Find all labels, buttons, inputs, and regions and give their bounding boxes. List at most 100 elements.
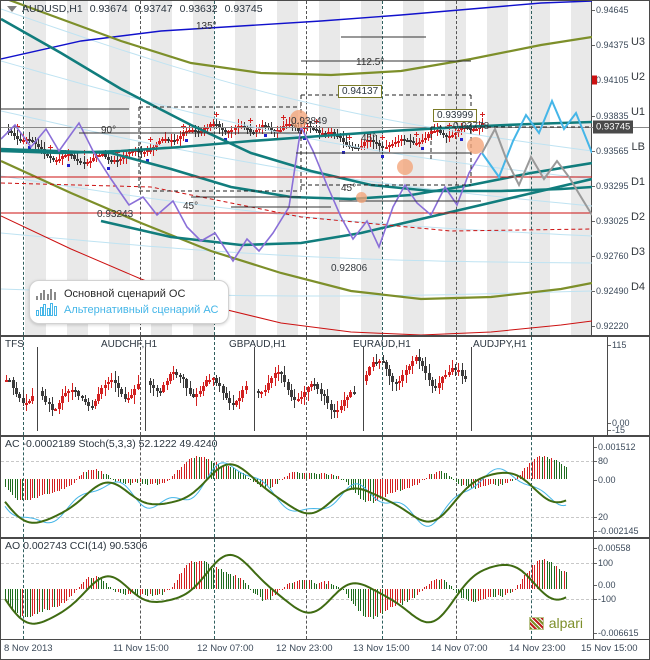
histogram-bar: [49, 589, 51, 610]
ac-stoch-label: AC -0.0002189 Stoch(5,3,3) 52.1222 49.42…: [5, 438, 218, 450]
histogram-bar: [514, 478, 516, 480]
histogram-bar: [495, 589, 496, 598]
histogram-bar: [279, 589, 281, 591]
tfs-candle-body: [336, 409, 340, 412]
tfs-plot[interactable]: TFS AUDCHF,H1 GBPAUD,H1 EURAUD,H1 AUDJPY,H1: [1, 337, 649, 435]
histogram-bar: [286, 583, 288, 589]
histogram-bar: [166, 479, 168, 481]
histogram-bar: [326, 583, 327, 589]
histogram-bar: [19, 479, 21, 500]
histogram-bar: [357, 479, 359, 496]
histogram-bar: [548, 458, 550, 479]
tfs-candle-wick: [150, 377, 151, 393]
candle-wick: [77, 151, 79, 166]
ao-cci-label-row: AO 0.002743 CCI(14) 90.5306: [1, 539, 154, 553]
tfs-candle-body: [319, 388, 323, 394]
histogram-bar: [335, 476, 337, 479]
histogram-bar: [183, 463, 185, 479]
day-separator: [140, 437, 141, 537]
histogram-bar: [98, 576, 100, 589]
candle-wick: [346, 135, 348, 147]
tfs-candle-body: [326, 395, 330, 404]
candle-wick: [282, 121, 284, 132]
candle-body: [327, 132, 331, 135]
price-tick: 0.93835: [596, 110, 629, 121]
angle-label: 90°: [101, 125, 117, 136]
tfs-candle-body: [5, 380, 8, 383]
histogram-bar: [424, 478, 425, 480]
histogram-bar: [448, 476, 450, 479]
tfs-candle-body: [185, 379, 189, 389]
histogram-bar: [125, 479, 127, 485]
tfs-candle-body: [211, 378, 215, 381]
histogram-bar: [225, 572, 227, 589]
pivot-highlight: [466, 136, 484, 154]
histogram-bar: [228, 465, 229, 479]
current-price-tag[interactable]: 0.93745: [593, 120, 634, 134]
candle-body: [372, 139, 376, 143]
fractal-up-marker: [48, 144, 54, 150]
candle-body: [103, 154, 107, 158]
histogram-bar: [237, 577, 239, 589]
histogram-bar: [482, 589, 484, 600]
histogram-bar: [129, 479, 131, 485]
time-axis[interactable]: 8 Nov 2013 11 Nov 15:00 12 Nov 07:00 12 Nov…: [0, 640, 650, 660]
ac-stoch-plot[interactable]: [1, 437, 649, 537]
tfs-candle-body: [70, 390, 74, 393]
level-label-u2: U2: [630, 70, 645, 83]
collapse-caret-icon[interactable]: [7, 6, 17, 12]
ac-stoch-axis[interactable]: 0.001512 80 0.00 20 -0.002145: [593, 437, 649, 537]
histogram-bar: [125, 589, 127, 596]
histogram-bar: [242, 580, 244, 589]
ao-cci-panel[interactable]: AO 0.002743 CCI(14) 90.5306 0.00558 100 0.…: [0, 538, 650, 640]
candle-body: [396, 141, 400, 143]
main-price-plot[interactable]: 0.94137 0.93999 0.93849 0.93778 0.93243 0.928…: [1, 1, 649, 335]
angle-label: 112.5°: [356, 57, 385, 68]
tfs-candle-body: [457, 369, 461, 372]
histogram-bar: [299, 472, 300, 479]
price-callout: 0.93243: [97, 209, 134, 220]
price-axis[interactable]: 0.94645 0.94375 0.94105 0.93835 0.93565 0.932…: [591, 1, 649, 335]
histogram-bar: [139, 479, 141, 483]
histogram-bar: [453, 589, 455, 590]
ac-stoch-panel[interactable]: AC -0.0002189 Stoch(5,3,3) 52.1222 49.42…: [0, 436, 650, 538]
tfs-candle-body: [346, 396, 350, 401]
main-price-panel[interactable]: 0.94137 0.93999 0.93849 0.93778 0.93243 0.928…: [0, 0, 650, 336]
histogram-bar: [475, 479, 477, 489]
tfs-axis[interactable]: 115 0,00 -15: [607, 337, 649, 435]
histogram-bar: [29, 589, 31, 618]
histogram-bar: [24, 479, 26, 500]
tfs-candle-body: [303, 392, 307, 398]
candle-body: [284, 124, 288, 127]
histogram-bar: [58, 479, 60, 491]
candle-body: [438, 130, 442, 134]
histogram-bar: [326, 474, 327, 479]
tfs-axis-tick: -15: [612, 425, 626, 435]
histogram-bar: [186, 462, 188, 479]
tfs-panel[interactable]: TFS AUDCHF,H1 GBPAUD,H1 EURAUD,H1 AUDJPY,H1 …: [0, 336, 650, 436]
candle-body: [194, 129, 198, 132]
histogram-bar: [149, 479, 151, 485]
histogram-bar: [355, 589, 357, 607]
candle-body: [384, 146, 388, 149]
ao-cci-plot[interactable]: [1, 539, 649, 639]
histogram-bar: [330, 474, 332, 479]
level-label-d1: D1: [630, 176, 645, 189]
tfs-candle-body: [394, 382, 398, 385]
day-separator: [23, 337, 24, 435]
axis-tickmark: [592, 45, 595, 47]
tfs-candle-body: [421, 360, 425, 367]
candle-wick: [8, 124, 9, 136]
candle-wick: [23, 134, 25, 145]
tfs-candle-wick: [6, 374, 7, 382]
tfs-section-separator: [37, 347, 38, 431]
histogram-bar: [338, 475, 340, 479]
histogram-bar: [394, 589, 396, 606]
histogram-bar: [44, 589, 46, 609]
histogram-bar: [105, 474, 107, 479]
histogram-bar: [54, 589, 55, 608]
ao-cci-axis[interactable]: 0.00558 100 0.00 -100 -0.006615: [593, 539, 649, 639]
tfs-candle-body: [273, 373, 277, 378]
candle-body: [339, 135, 343, 138]
